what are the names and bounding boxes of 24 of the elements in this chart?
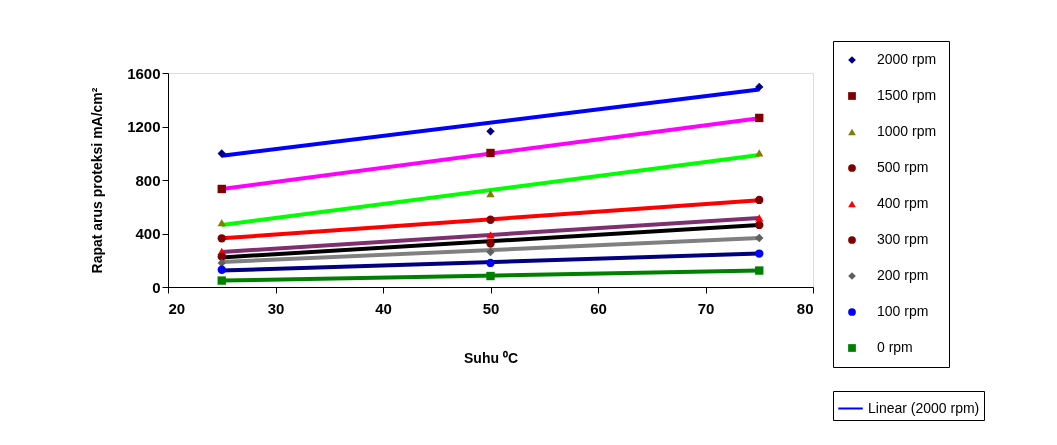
x-tick-label: 40 [375, 299, 392, 317]
legend-label: 1000 rpm [877, 123, 937, 139]
x-axis-title: Suhu ⁰C [464, 349, 518, 366]
y-tick-label: 1600 [127, 64, 161, 82]
x-tick-label: 80 [796, 299, 814, 317]
y-axis-title: Rapat arus proteksi mA/cm² [89, 87, 106, 274]
y-tick-label: 400 [135, 225, 161, 242]
legend-label: Linear (2000 rpm) [868, 399, 980, 416]
x-tick-label: 60 [590, 299, 607, 317]
legend-label: 1500 rpm [877, 87, 937, 103]
legend-label: 0 rpm [877, 339, 913, 355]
legend-label: 500 rpm [877, 159, 929, 175]
legend-label: 400 rpm [877, 195, 929, 211]
legend-label: 200 rpm [877, 267, 929, 283]
y-tick-label: 1200 [127, 118, 161, 135]
legend-label: 2000 rpm [877, 51, 937, 67]
x-tick-label: 50 [482, 299, 500, 317]
legend-label: 100 rpm [877, 303, 929, 319]
y-tick-label: 0 [152, 278, 161, 296]
x-tick-label: 70 [697, 299, 715, 317]
legend-label: 300 rpm [877, 231, 929, 247]
x-tick-label: 20 [168, 299, 186, 317]
x-tick-label: 30 [267, 299, 285, 317]
y-tick-label: 800 [135, 171, 161, 189]
